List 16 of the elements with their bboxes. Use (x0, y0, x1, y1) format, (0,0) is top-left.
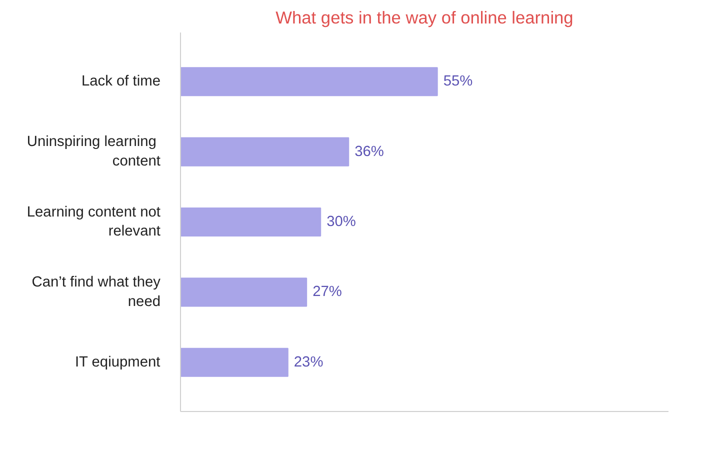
y-tick-label: Uninspiring learning content (26, 134, 160, 170)
data-label: 30% (326, 214, 356, 230)
chart-title: What gets in the way of online learning (276, 8, 574, 28)
data-label: 23% (294, 354, 324, 370)
bar (180, 67, 438, 96)
y-tick-label: IT eqiupment (74, 354, 160, 370)
bar (180, 278, 308, 307)
bar (180, 137, 350, 166)
data-label: 27% (312, 284, 342, 300)
y-tick-label: Lack of time (81, 74, 160, 90)
y-tick-label: Can’t find what they need (32, 274, 162, 310)
bar (180, 348, 288, 377)
data-label: 55% (443, 74, 473, 90)
y-tick-label: Learning content not relevant (26, 204, 161, 240)
bar (180, 207, 322, 237)
data-label: 36% (354, 144, 384, 160)
